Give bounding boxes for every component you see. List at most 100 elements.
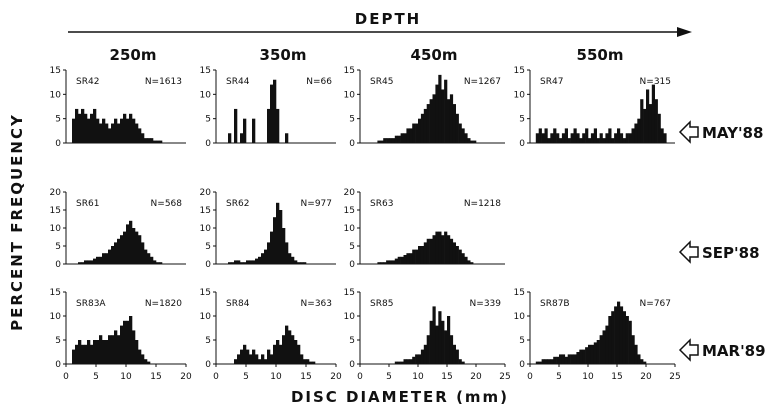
histogram-bar — [452, 104, 456, 143]
histogram-bar — [288, 330, 292, 364]
column-header-250m: 250m — [110, 46, 157, 64]
histogram-bar — [273, 217, 277, 264]
histogram-bar — [153, 140, 157, 143]
y-tick-label: 5 — [519, 115, 525, 125]
histogram-bar — [102, 118, 106, 143]
y-tick-label: 10 — [344, 224, 356, 234]
histogram-bar — [634, 344, 638, 364]
histogram-bar — [444, 231, 448, 264]
station-label: SR42 — [76, 77, 99, 87]
histogram-bar — [541, 359, 545, 364]
y-tick-label: 5 — [519, 336, 525, 346]
histogram-bar — [420, 113, 425, 143]
histogram-bar — [455, 113, 459, 143]
y-tick-label: 0 — [205, 260, 211, 270]
x-tick-label: 20 — [640, 372, 652, 382]
y-tick-label: 10 — [200, 224, 212, 234]
station-label: SR45 — [370, 77, 393, 87]
x-tick-label: 15 — [441, 372, 452, 382]
histogram-bar — [570, 133, 574, 143]
histogram-bar — [470, 262, 474, 264]
histogram-bar — [467, 138, 471, 143]
histogram-bar — [559, 354, 563, 364]
histogram-bar — [240, 349, 244, 364]
histogram-bar — [458, 249, 462, 264]
histogram-bar — [75, 344, 79, 364]
histogram-bar — [426, 238, 430, 264]
histogram-bar — [135, 123, 139, 143]
histogram-bar — [108, 128, 112, 143]
histogram-bar — [386, 138, 390, 143]
panel-sr85: 0 5 10 15 SR85 N=339 — [344, 288, 505, 370]
histogram-bar — [564, 356, 568, 364]
histogram-bar — [255, 258, 259, 264]
histogram-bar — [237, 354, 241, 364]
histogram-bar — [294, 340, 298, 364]
sample-size-label: N=977 — [301, 199, 332, 209]
histogram-bar — [608, 128, 612, 143]
station-label: SR62 — [226, 199, 249, 209]
histogram-bar — [538, 361, 542, 364]
y-tick-label: 15 — [344, 66, 355, 76]
y-tick-label: 15 — [514, 288, 525, 298]
panel-sr61: 0 5 10 15 20 SR61 N=568 — [50, 188, 186, 270]
x-tick-label: 15 — [611, 372, 622, 382]
station-label: SR61 — [76, 199, 99, 209]
x-tick-label: 20 — [470, 372, 482, 382]
histogram-bar — [415, 123, 419, 143]
histogram-bar — [547, 359, 551, 364]
histogram-bar — [447, 99, 451, 143]
histogram-bar — [129, 113, 133, 143]
histogram-bar — [541, 133, 545, 143]
histogram-bar — [114, 330, 118, 364]
histogram-bar — [582, 133, 586, 143]
histogram-bar — [426, 104, 430, 143]
sample-size-label: N=1218 — [464, 199, 501, 209]
x-tick-label: 5 — [386, 372, 392, 382]
histogram-bar — [550, 133, 554, 143]
histogram-bar — [285, 325, 289, 364]
histogram-bar — [400, 133, 404, 143]
histogram-bar — [389, 260, 393, 264]
histogram-bar — [464, 133, 468, 143]
histogram-bar — [264, 249, 268, 264]
histogram-bar — [435, 84, 439, 143]
y-tick-label: 0 — [55, 260, 61, 270]
y-axis-label: PERCENT FREQUENCY — [8, 113, 26, 331]
histogram-bar — [258, 256, 262, 264]
histogram-bar — [150, 138, 154, 143]
histogram-bar — [544, 128, 548, 143]
y-tick-label: 0 — [349, 260, 355, 270]
histogram-bar — [625, 133, 629, 143]
histogram-bar — [619, 133, 624, 143]
histogram-bar — [114, 242, 118, 264]
histogram-bar — [473, 140, 477, 143]
histogram-bar — [640, 359, 644, 364]
sample-size-label: N=315 — [640, 77, 671, 87]
y-tick-label: 10 — [50, 312, 62, 322]
y-tick-label: 15 — [344, 288, 355, 298]
histogram-bar — [234, 108, 238, 143]
y-tick-label: 0 — [55, 360, 61, 370]
histogram-bar — [78, 262, 82, 264]
x-tick-label: 20 — [330, 372, 342, 382]
histogram-bar — [156, 140, 160, 143]
histogram-bar — [605, 133, 609, 143]
histogram-bar — [93, 258, 97, 264]
y-tick-label: 15 — [200, 206, 211, 216]
histogram-bar — [590, 133, 595, 143]
histogram-bar — [403, 255, 407, 264]
y-tick-label: 10 — [200, 90, 212, 100]
histogram-bar — [243, 344, 247, 364]
histogram-bar — [249, 354, 253, 364]
histogram-bar — [312, 361, 316, 364]
histogram-bar — [273, 344, 277, 364]
histogram-bar — [111, 335, 115, 364]
histogram-bar — [258, 359, 262, 364]
histogram-bar — [432, 235, 436, 264]
histogram-bar — [126, 320, 130, 364]
station-label: SR85 — [370, 299, 393, 309]
histogram-bar — [412, 123, 416, 143]
histogram-bar — [78, 113, 82, 143]
histogram-bar — [87, 260, 91, 264]
